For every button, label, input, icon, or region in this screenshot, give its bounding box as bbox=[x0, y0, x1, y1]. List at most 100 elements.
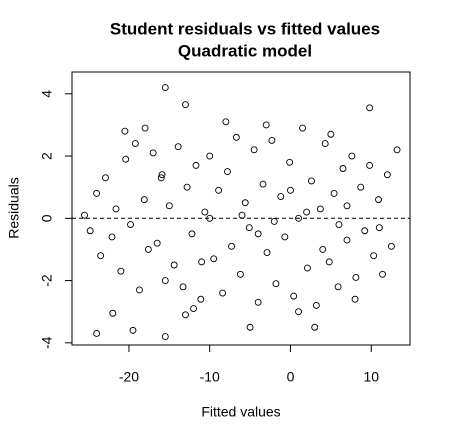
point bbox=[311, 323, 319, 331]
point bbox=[330, 189, 338, 197]
point bbox=[161, 277, 169, 285]
point bbox=[188, 230, 196, 238]
point bbox=[351, 295, 359, 303]
point bbox=[366, 161, 374, 169]
point bbox=[165, 202, 173, 210]
point bbox=[295, 214, 302, 222]
plot-frame bbox=[71, 71, 411, 346]
point bbox=[179, 283, 187, 291]
point bbox=[287, 186, 294, 194]
point bbox=[129, 326, 137, 334]
point bbox=[254, 298, 262, 306]
point bbox=[161, 333, 169, 341]
point bbox=[86, 227, 94, 235]
point bbox=[357, 183, 365, 191]
point bbox=[238, 211, 246, 219]
point bbox=[277, 193, 285, 200]
point bbox=[161, 84, 169, 92]
point bbox=[158, 171, 166, 179]
point bbox=[182, 311, 189, 319]
point bbox=[109, 309, 117, 317]
point bbox=[375, 196, 382, 204]
point bbox=[259, 180, 267, 188]
point bbox=[206, 152, 214, 160]
point bbox=[141, 124, 149, 132]
point bbox=[319, 245, 327, 253]
point bbox=[117, 267, 125, 275]
point bbox=[387, 242, 395, 250]
x-tick-label: -10 bbox=[200, 369, 220, 385]
point bbox=[224, 168, 231, 176]
x-tick-label: 0 bbox=[287, 369, 295, 385]
point bbox=[198, 258, 206, 266]
point bbox=[295, 308, 302, 316]
point bbox=[232, 133, 240, 141]
point bbox=[122, 155, 130, 163]
point bbox=[241, 199, 249, 207]
x-axis-label: Fitted values bbox=[201, 404, 280, 420]
y-tick-label: -2 bbox=[39, 274, 55, 287]
point bbox=[210, 255, 218, 263]
point bbox=[375, 224, 383, 232]
point bbox=[308, 177, 315, 185]
point bbox=[245, 224, 253, 232]
point bbox=[361, 227, 369, 235]
point bbox=[299, 124, 307, 132]
chart-subtitle: Quadratic model bbox=[178, 41, 312, 60]
point bbox=[246, 323, 254, 331]
point bbox=[93, 330, 101, 337]
point bbox=[197, 295, 205, 303]
point bbox=[140, 196, 148, 204]
point bbox=[149, 149, 157, 157]
point bbox=[236, 270, 244, 278]
point bbox=[286, 158, 294, 166]
point bbox=[303, 208, 311, 216]
point bbox=[379, 270, 386, 278]
point bbox=[112, 205, 120, 213]
point bbox=[182, 101, 189, 109]
point bbox=[290, 292, 298, 300]
x-tick-label: -20 bbox=[119, 369, 139, 385]
point bbox=[190, 305, 198, 313]
point bbox=[334, 283, 342, 291]
point bbox=[335, 221, 343, 228]
point bbox=[219, 289, 227, 297]
point bbox=[108, 233, 116, 241]
point bbox=[93, 189, 101, 197]
y-tick-label: 4 bbox=[39, 90, 55, 98]
point bbox=[321, 140, 329, 148]
point bbox=[127, 221, 135, 228]
y-tick-label: 2 bbox=[39, 152, 55, 160]
point bbox=[268, 137, 276, 144]
point bbox=[131, 140, 139, 148]
point bbox=[222, 118, 230, 126]
point bbox=[170, 261, 178, 269]
point bbox=[215, 186, 223, 194]
point bbox=[254, 230, 262, 238]
point bbox=[135, 286, 143, 294]
point bbox=[281, 233, 289, 241]
y-axis-label: Residuals bbox=[6, 177, 22, 238]
point bbox=[250, 146, 258, 154]
point bbox=[366, 104, 374, 112]
chart-title: Student residuals vs fitted values bbox=[110, 19, 380, 38]
point bbox=[144, 245, 152, 253]
point bbox=[174, 143, 182, 151]
y-tick-label: 0 bbox=[39, 214, 55, 222]
point bbox=[153, 239, 161, 247]
point bbox=[383, 171, 391, 179]
point bbox=[262, 121, 270, 129]
point bbox=[303, 264, 311, 272]
point bbox=[312, 302, 320, 309]
point bbox=[348, 152, 356, 160]
point bbox=[121, 127, 129, 135]
point bbox=[327, 130, 335, 138]
point bbox=[81, 211, 88, 219]
point bbox=[157, 174, 165, 182]
point bbox=[192, 161, 200, 169]
point bbox=[263, 249, 271, 256]
point bbox=[183, 183, 191, 191]
point bbox=[316, 205, 324, 213]
